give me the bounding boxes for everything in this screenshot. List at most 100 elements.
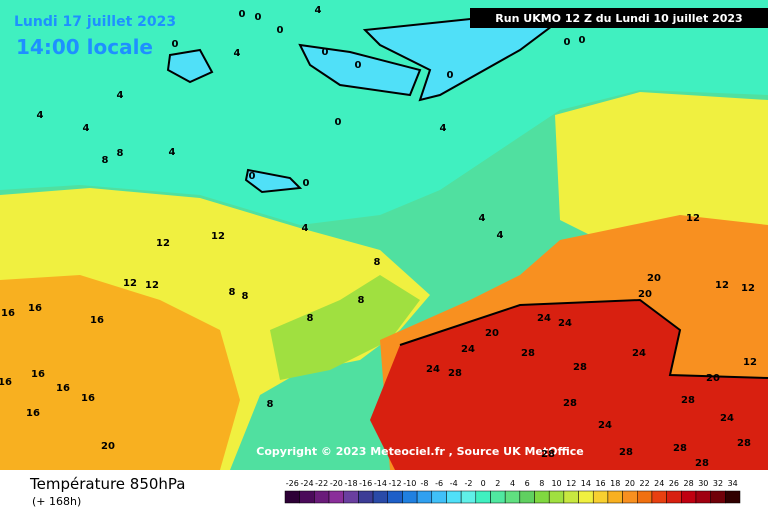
contour-label: 12 [715,280,729,291]
legend-cell [563,490,579,504]
legend-tick-label: 10 [551,479,561,488]
contour-label: 8 [242,291,249,302]
legend-cell [460,490,477,504]
contour-label: 16 [0,377,12,388]
legend-tick-label: -16 [359,479,372,488]
contour-label: 0 [277,25,284,36]
contour-label: 12 [145,280,159,291]
contour-label: 20 [638,289,652,300]
copyright: Copyright © 2023 Meteociel.fr , Source U… [256,445,583,458]
legend-cell [343,490,359,504]
legend-cell [431,490,447,504]
legend-cell [666,490,682,504]
legend-cell [695,490,711,504]
legend-tick-label: 32 [713,479,723,488]
legend-tick-label: -24 [300,479,313,488]
contour-label: 12 [743,357,757,368]
contour-label: 16 [90,315,104,326]
legend-cell [710,490,726,504]
legend-tick-label: 34 [728,479,738,488]
legend-cell [372,490,388,504]
north-yellow-region [555,92,768,240]
run-label: Run UKMO 12 Z du Lundi 10 juillet 2023 [495,12,742,25]
legend-tick-label: -2 [464,479,472,488]
contour-label: 4 [315,5,322,16]
legend-cell [651,490,667,504]
contour-label: 16 [1,308,15,319]
contour-label: 20 [485,328,499,339]
legend-cell [314,490,330,504]
legend-cell [607,490,623,504]
legend-cell [358,490,374,504]
legend-cell [402,490,418,504]
legend-tick-label: -18 [345,479,358,488]
contour-label: 0 [255,12,262,23]
cold-pool [298,43,422,97]
contour-label: 0 [579,35,586,46]
contour-label: 8 [358,295,365,306]
contour-label: 8 [102,155,109,166]
legend-cell [548,490,565,504]
contour-label: 8 [267,399,274,410]
legend-tick-label: 0 [481,479,486,488]
legend-tick-label: -10 [403,479,416,488]
legend-tick-label: 6 [525,479,530,488]
contour-label: 24 [558,318,572,329]
contour-label: 0 [249,171,256,182]
contour-label: 24 [537,313,551,324]
contour-label: 4 [37,110,44,121]
contour-label: 28 [695,458,709,469]
contour-label: 28 [619,447,633,458]
contour-label: 8 [307,313,314,324]
date-label: Lundi 17 juillet 2023 [14,14,176,30]
legend-cell [578,490,594,504]
legend-cell [725,490,741,504]
legend-cell [284,490,300,504]
legend-cell [416,490,433,504]
legend-tick-label: -6 [435,479,443,488]
legend-tick-label: 28 [684,479,694,488]
contour-label: 4 [83,123,90,134]
legend-tick-label: 4 [510,479,515,488]
legend-tick-label: 16 [595,479,605,488]
legend-tick-label: 20 [625,479,635,488]
contour-label: 4 [479,213,486,224]
contour-label: 20 [647,273,661,284]
time-label: 14:00 locale [16,35,153,59]
contour-label: 24 [720,413,734,424]
contour-label: 16 [26,408,40,419]
legend-cell [387,490,403,504]
contour-label: 4 [302,223,309,234]
legend-tick-label: 14 [581,479,591,488]
contour-label: 0 [355,60,362,71]
contour-label: 28 [573,362,587,373]
cold-pool [166,48,214,84]
legend-tick-label: -20 [330,479,343,488]
contour-label: 0 [303,178,310,189]
legend-tick-label: 8 [539,479,544,488]
contour-label: 24 [632,348,646,359]
legend-cell [681,490,697,504]
contour-label: 28 [541,449,555,460]
contour-label: 24 [461,344,475,355]
contour-label: 12 [686,213,700,224]
contour-label: 4 [169,147,176,158]
legend-tick-label: -12 [389,479,402,488]
contour-label: 16 [28,303,42,314]
contour-label: 12 [123,278,137,289]
legend-tick-label: 30 [698,479,708,488]
cold-pool [244,168,303,194]
contour-label: 20 [101,441,115,452]
contour-label: 12 [211,231,225,242]
legend-tick-label: 26 [669,479,679,488]
contour-label: 28 [563,398,577,409]
legend-tick-label: 12 [566,479,576,488]
contour-label: 16 [31,369,45,380]
green-region [270,275,420,380]
contour-label: 28 [681,395,695,406]
legend-cell [475,490,491,504]
legend-tick-label: -14 [374,479,387,488]
contour-label: 24 [598,420,612,431]
legend-tick-label: 24 [654,479,664,488]
